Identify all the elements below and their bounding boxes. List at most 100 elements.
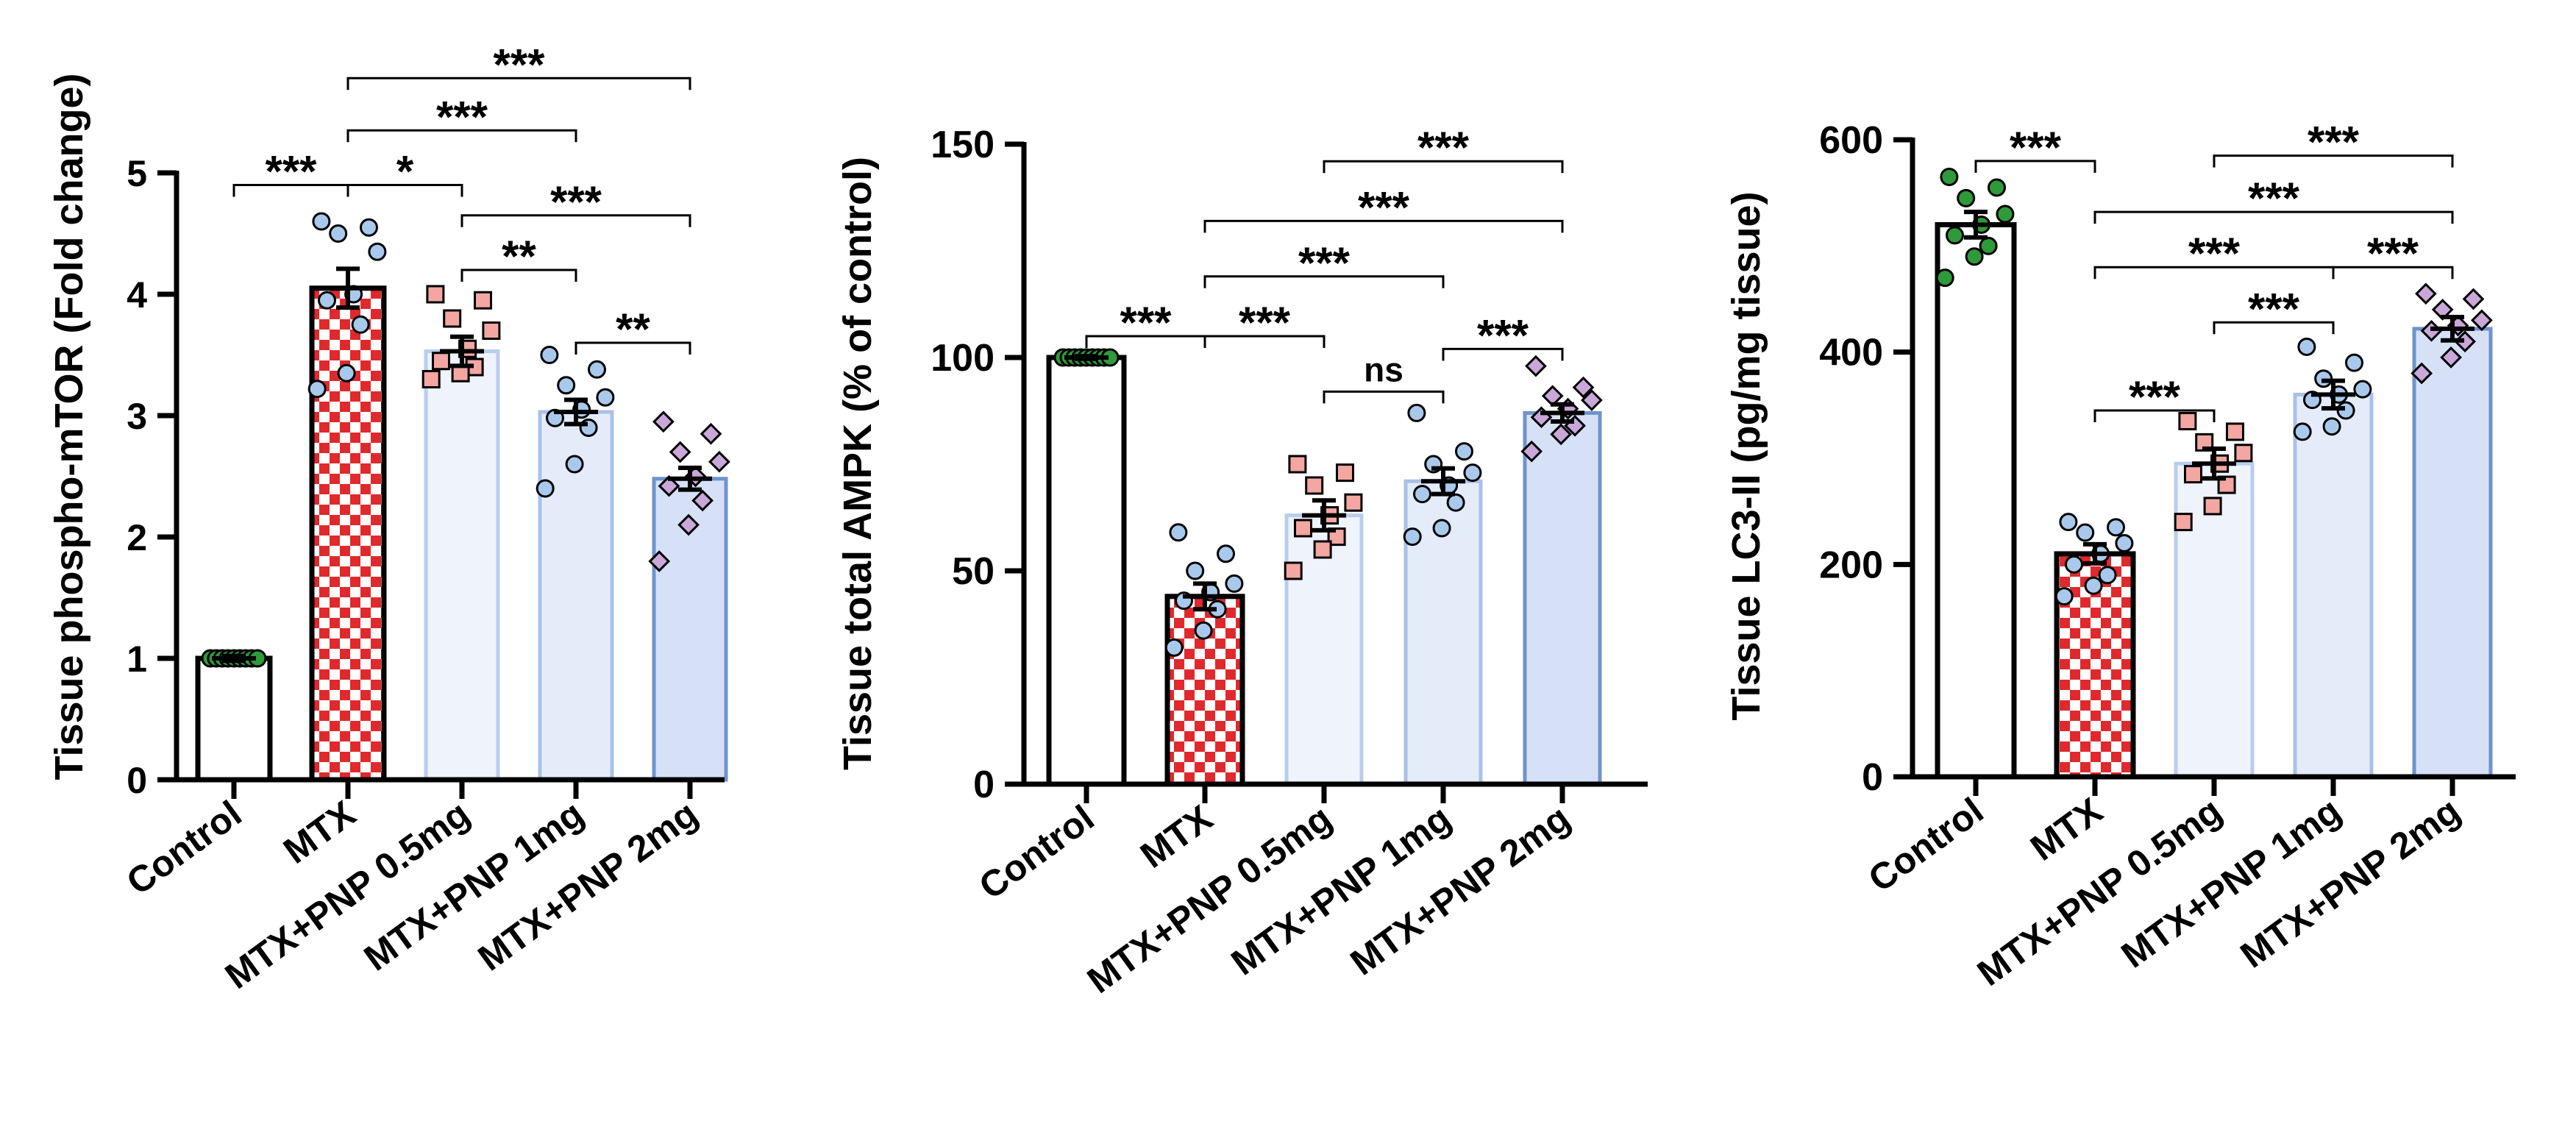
bar-group — [1046, 355, 1602, 787]
significance-label: *** — [2188, 229, 2241, 278]
data-point — [2203, 497, 2222, 516]
y-tick-label: 400 — [1819, 332, 1883, 374]
significance-bracket — [346, 184, 463, 197]
bar — [2293, 392, 2374, 779]
data-point — [2462, 288, 2485, 310]
data-point — [432, 352, 450, 371]
data-point — [1463, 463, 1482, 483]
data-point — [1305, 476, 1324, 495]
data-point — [2217, 475, 2236, 494]
data-point — [1957, 188, 1976, 207]
data-point — [2297, 337, 2316, 356]
data-point — [368, 242, 387, 261]
data-point — [307, 380, 327, 399]
data-point — [2415, 282, 2437, 305]
data-point — [1996, 204, 2015, 224]
y-axis-label: Tissue phospho-mTOR (Fold change) — [47, 73, 91, 780]
significance-bracket — [460, 214, 691, 227]
data-point — [1288, 455, 1307, 474]
data-point — [2059, 513, 2078, 532]
data-point — [482, 321, 501, 340]
significance-bracket — [1203, 335, 1326, 348]
y-axis-label: Tissue total AMPK (% of control) — [836, 157, 880, 770]
y-tick-label: 200 — [1819, 544, 1883, 586]
significance-bracket — [1203, 275, 1445, 288]
data-point-group — [1053, 348, 1603, 657]
significance-label: *** — [2248, 284, 2300, 333]
data-point — [2454, 330, 2476, 353]
y-axis-label: Tissue LC3-II (pg/mg tissue) — [1724, 191, 1768, 720]
significance-label: *** — [493, 40, 545, 89]
data-point — [1294, 519, 1312, 538]
data-point — [474, 291, 492, 310]
data-point — [1446, 493, 1465, 512]
significance-bracket — [574, 341, 691, 355]
bar — [1046, 355, 1127, 787]
x-tick-label: MTX+PNP 2mg — [1343, 797, 1578, 984]
bar — [2412, 327, 2493, 779]
data-point — [421, 370, 441, 388]
axes — [174, 171, 725, 799]
data-point — [2226, 422, 2244, 441]
data-point — [1940, 168, 1959, 187]
data-point — [2107, 518, 2125, 537]
data-point — [2076, 523, 2095, 542]
data-point — [1572, 376, 1595, 399]
significance-bracket — [1323, 390, 1445, 404]
significance-bracket — [2213, 154, 2454, 168]
data-point — [2440, 346, 2462, 369]
significance-label: *** — [1239, 298, 1291, 347]
data-point — [2084, 576, 2103, 595]
data-point — [337, 363, 356, 383]
significance-label: ** — [502, 232, 536, 281]
significance-label: *** — [2367, 229, 2419, 278]
y-tick-label: 600 — [1819, 119, 1883, 162]
data-point — [540, 346, 559, 364]
x-tick-label: MTX — [2023, 790, 2110, 869]
data-point — [360, 218, 378, 237]
significance-bracket — [1974, 160, 2096, 173]
significance-label: *** — [1120, 298, 1172, 347]
data-point — [1217, 544, 1235, 563]
data-point — [1520, 440, 1543, 463]
significance-bracket — [1442, 347, 1564, 361]
data-point — [536, 479, 555, 498]
data-point — [351, 315, 370, 334]
bar-group — [1935, 221, 2493, 780]
significance-label: *** — [1417, 123, 1470, 172]
y-axis-ticks: 0 1 2 3 4 5 — [127, 153, 177, 801]
axes — [1021, 142, 1648, 803]
data-point — [2322, 417, 2341, 436]
y-tick-label: 50 — [952, 550, 995, 593]
chart-panel-mtor: Tissue phospho-mTOR (Fold change) 0 1 2 3 4 5… — [47, 40, 730, 997]
chart-panel-ampk: Tissue total AMPK (% of control) 0 50 100 1… — [836, 123, 1648, 1001]
bar — [1284, 513, 1364, 786]
data-point — [1965, 247, 1984, 266]
data-point — [658, 474, 680, 497]
significance-bracket — [346, 77, 691, 90]
data-point — [1284, 561, 1303, 580]
data-point — [2345, 353, 2363, 372]
axes — [1910, 138, 2516, 796]
x-tick-label: Control — [119, 793, 249, 903]
data-point — [1407, 403, 1426, 422]
significance-bracket — [1203, 219, 1564, 233]
data-point — [1186, 561, 1205, 580]
data-point — [2098, 566, 2117, 585]
significance-label: ** — [616, 305, 650, 354]
data-point — [1988, 178, 2006, 197]
data-point — [652, 410, 675, 433]
significance-group: *** ************** — [232, 40, 691, 355]
significance-label: *** — [2248, 174, 2300, 223]
y-tick-label: 4 — [127, 274, 147, 316]
data-point — [2293, 422, 2312, 441]
data-point — [588, 360, 606, 379]
data-point — [1946, 226, 1964, 245]
error-bar-group — [1954, 210, 2474, 566]
y-axis-ticks: 0 50 100 150 — [931, 124, 1024, 806]
significance-label: *** — [1298, 238, 1351, 288]
significance-bracket — [346, 129, 577, 143]
